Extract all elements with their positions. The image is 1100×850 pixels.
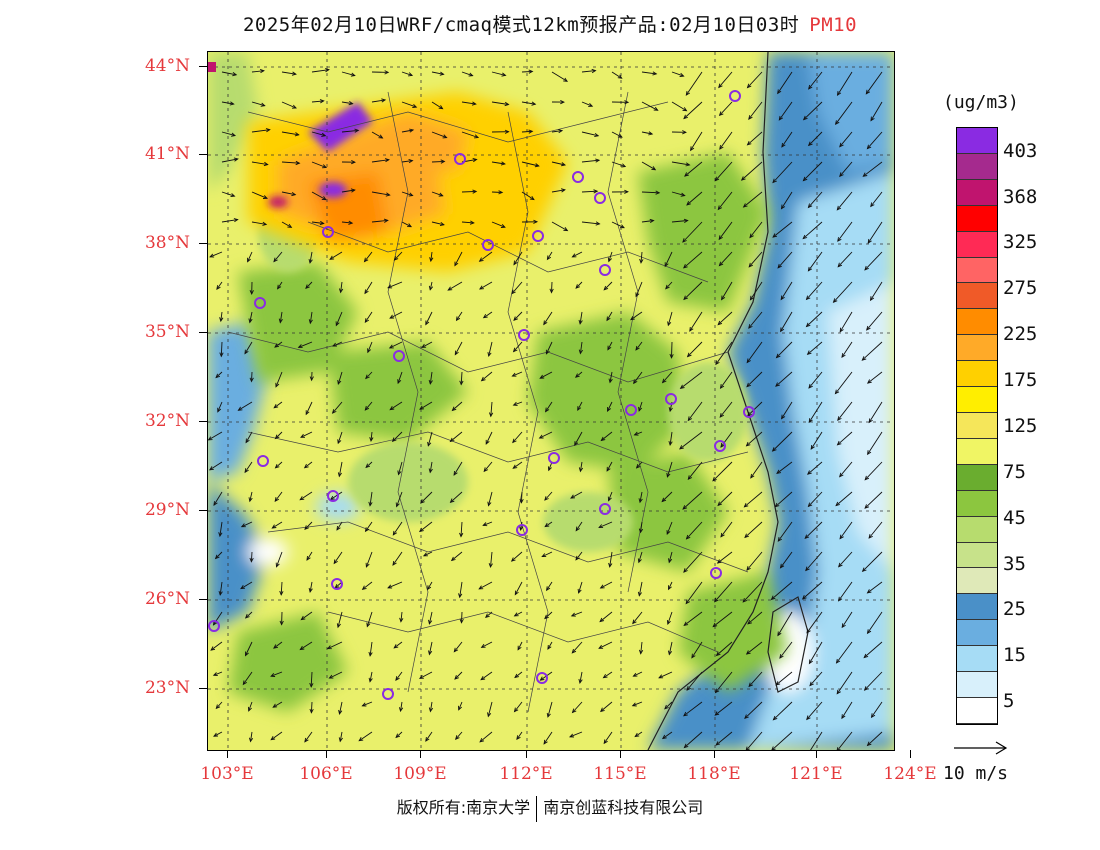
title-variable: PM10 <box>809 14 858 36</box>
color-bar-segment <box>957 361 997 388</box>
color-bar-segment <box>957 490 997 517</box>
color-bar-segment <box>957 283 997 310</box>
lon-label: 103°E <box>200 764 254 784</box>
lon-label: 124°E <box>883 764 937 784</box>
color-bar-segment <box>957 542 997 569</box>
color-bar-segment <box>957 335 997 362</box>
lat-label: 44°N <box>144 56 190 76</box>
color-bar-segment <box>957 646 997 673</box>
lat-label: 32°N <box>144 411 190 431</box>
legend-label: 175 <box>1003 369 1038 391</box>
lon-label: 106°E <box>299 764 353 784</box>
legend-label: 275 <box>1003 277 1038 299</box>
wind-reference-label: 10 m/s <box>943 763 1009 784</box>
color-bar-segment <box>957 205 997 232</box>
color-bar-segment <box>957 179 997 206</box>
legend-label: 35 <box>1003 553 1026 575</box>
color-bar-segment <box>957 620 997 647</box>
color-bar-segment <box>957 438 997 465</box>
color-bar-segment <box>957 309 997 336</box>
title-main: 2025年02月10日WRF/cmaq模式12km预报产品:02月10日03时 <box>242 14 800 36</box>
color-bar-segment <box>957 128 997 154</box>
pm10-forecast-map <box>207 51 895 751</box>
color-bar-segment <box>957 257 997 284</box>
color-bar-segment <box>957 412 997 439</box>
lon-label: 112°E <box>499 764 553 784</box>
lon-label: 118°E <box>687 764 741 784</box>
legend-label: 368 <box>1003 186 1038 208</box>
lat-lon-grid <box>208 52 894 750</box>
color-bar-segment <box>957 672 997 698</box>
color-bar-segment <box>957 464 997 491</box>
color-bar-segment <box>957 231 997 258</box>
color-bar-segment <box>957 697 997 724</box>
legend-label: 225 <box>1003 323 1038 345</box>
legend-unit: (ug/m3) <box>943 92 1019 113</box>
copyright-footer: 版权所有:南京大学 南京创蓝科技有限公司 <box>0 794 1100 822</box>
lat-label: 41°N <box>144 144 190 164</box>
copyright-right: 南京创蓝科技有限公司 <box>543 798 704 817</box>
pm10-color-bar <box>956 127 998 725</box>
lat-label: 23°N <box>144 678 190 698</box>
lon-label: 115°E <box>593 764 647 784</box>
color-bar-segment <box>957 594 997 621</box>
map-title: 2025年02月10日WRF/cmaq模式12km预报产品:02月10日03时 P… <box>0 10 1100 37</box>
pm10-concentration-field <box>208 52 894 750</box>
city-stations <box>208 90 755 700</box>
lat-label: 38°N <box>144 233 190 253</box>
lat-label: 29°N <box>144 500 190 520</box>
legend-label: 15 <box>1003 644 1026 666</box>
color-bar-segment <box>957 516 997 543</box>
color-bar-segment <box>957 568 997 595</box>
color-bar-segment <box>957 153 997 180</box>
green-moderate-concentration <box>228 152 788 712</box>
copyright-left: 版权所有:南京大学 <box>396 798 531 817</box>
wind-reference-arrow-icon <box>954 741 1008 755</box>
legend-label: 5 <box>1003 690 1015 712</box>
legend-label: 75 <box>1003 461 1026 483</box>
wind-vectors <box>208 68 883 750</box>
legend-label: 325 <box>1003 231 1038 253</box>
lat-label: 35°N <box>144 322 190 342</box>
peak-concentration-north <box>268 102 373 208</box>
color-bar-segment <box>957 387 997 413</box>
sea-low-concentration <box>648 52 894 750</box>
taiwan-outline <box>767 596 809 693</box>
lat-label: 26°N <box>144 589 190 609</box>
legend-label: 125 <box>1003 415 1038 437</box>
lon-label: 109°E <box>393 764 447 784</box>
coastline <box>647 52 779 750</box>
legend-label: 45 <box>1003 507 1026 529</box>
legend-label: 403 <box>1003 140 1038 162</box>
lon-label: 121°E <box>789 764 843 784</box>
legend-label: 25 <box>1003 598 1026 620</box>
